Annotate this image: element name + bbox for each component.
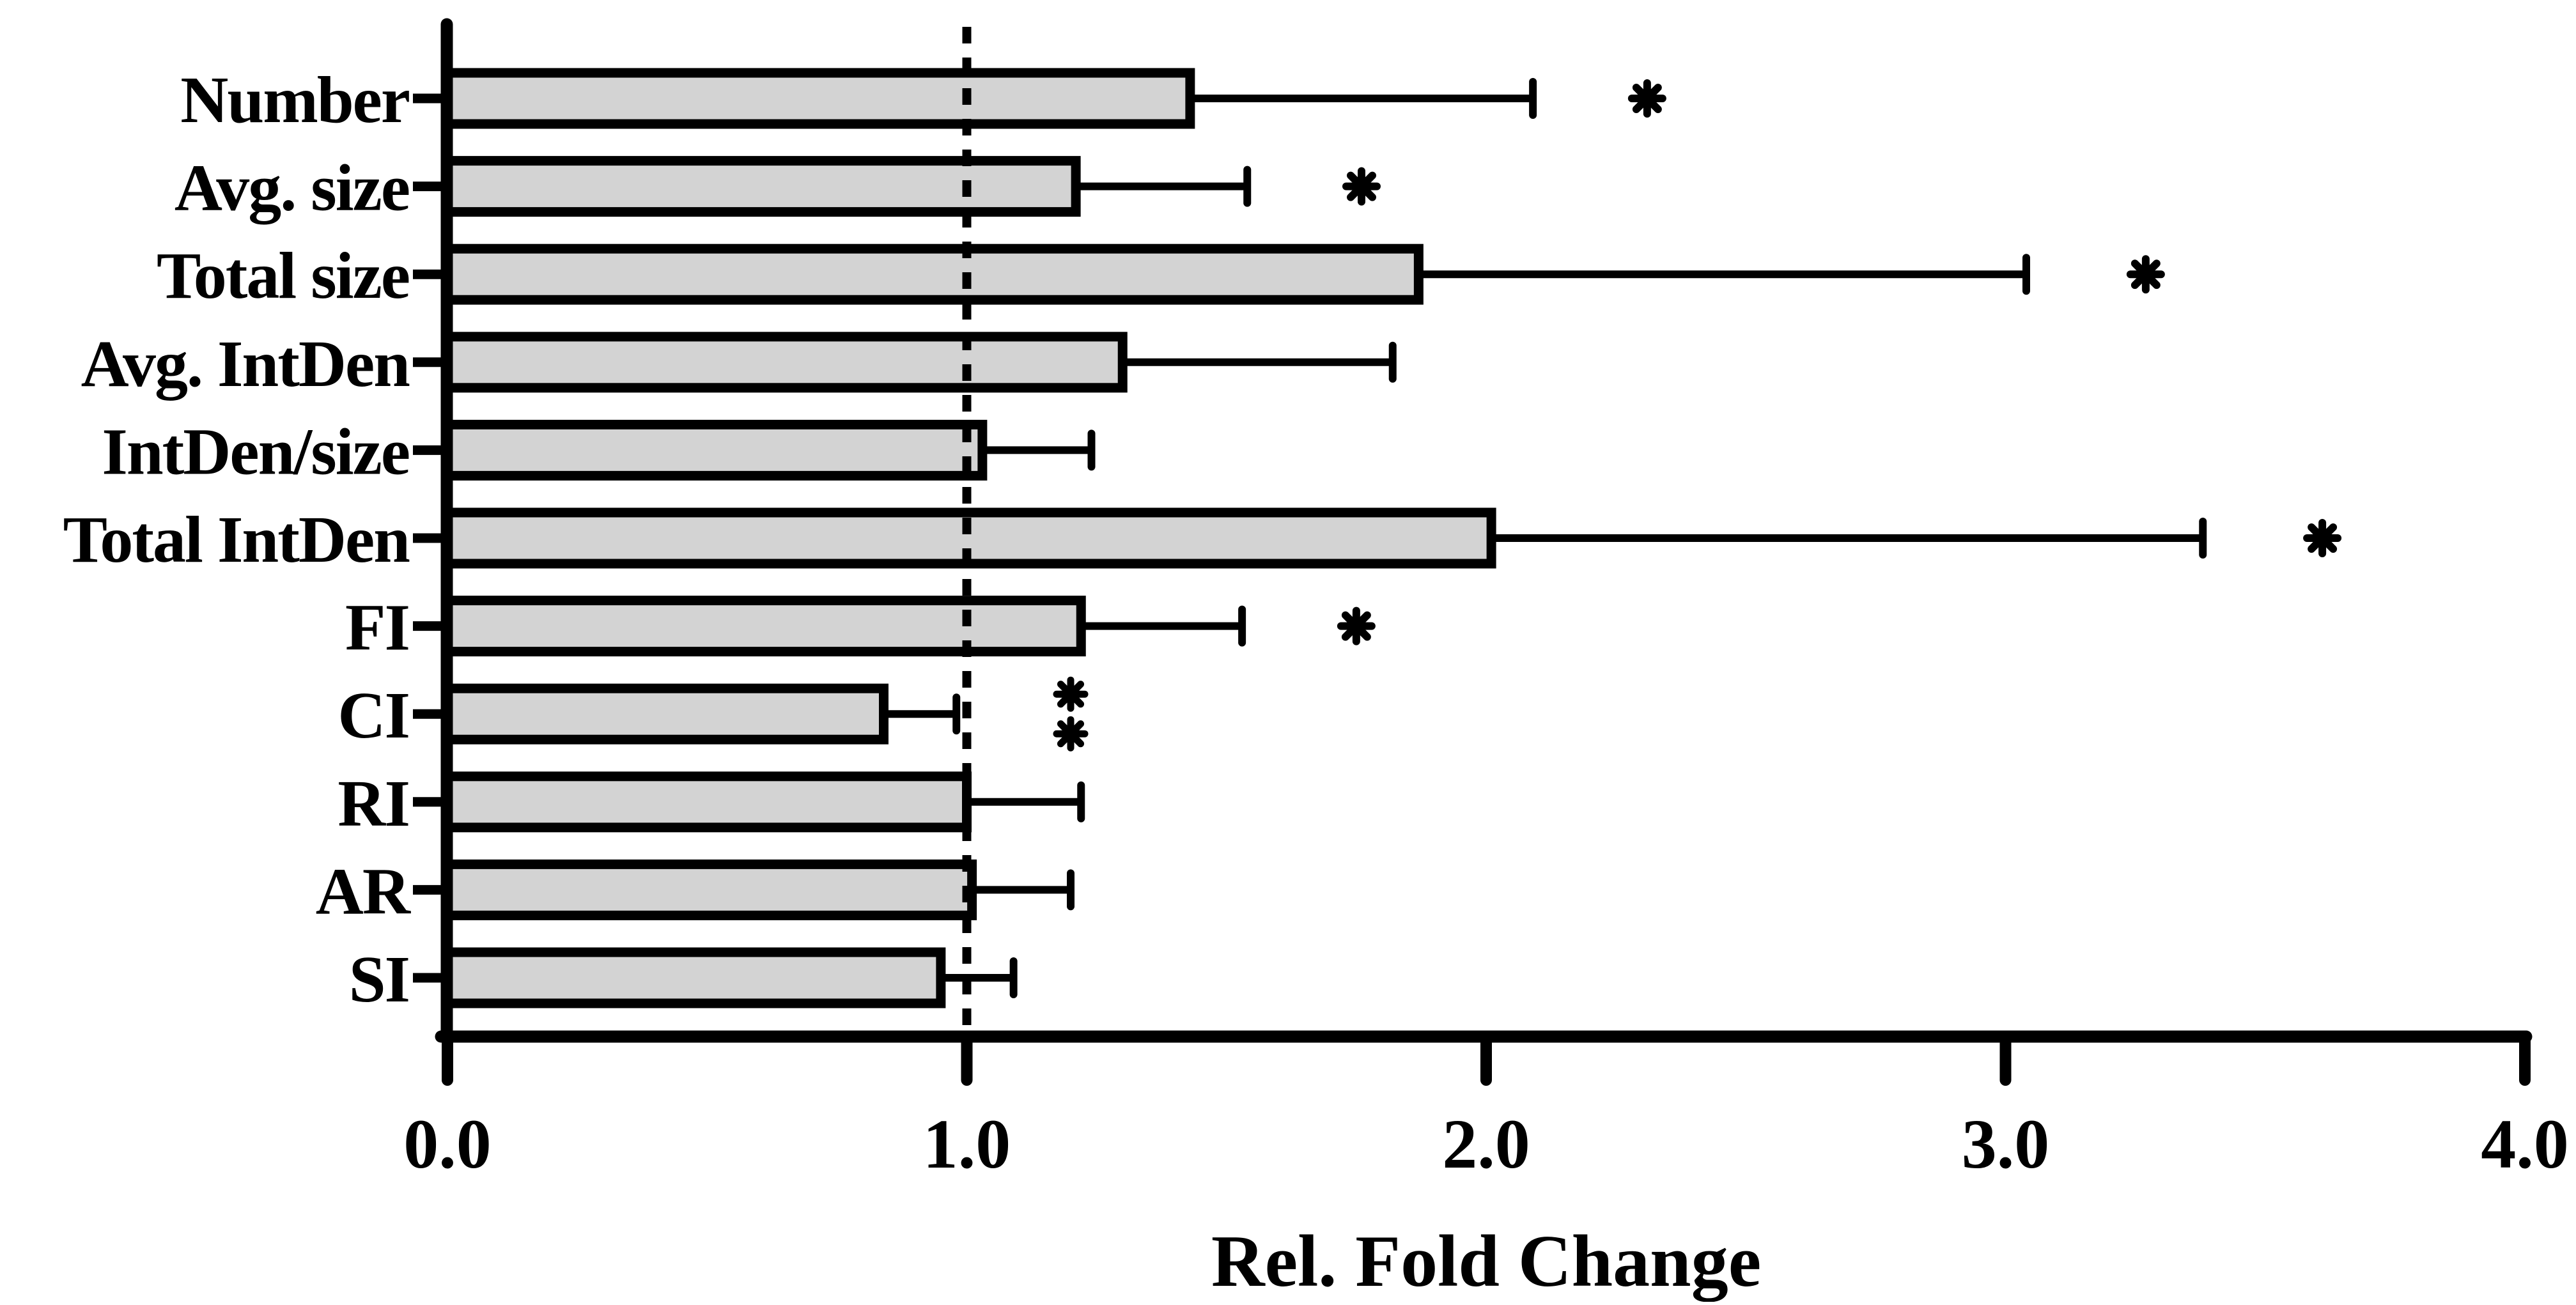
bar (447, 336, 1123, 388)
bar (447, 424, 982, 476)
category-label: RI (338, 767, 409, 840)
bar (447, 249, 1419, 300)
bar (447, 688, 884, 740)
category-label: SI (349, 943, 409, 1016)
category-label: IntDen/size (102, 415, 409, 488)
category-label: Total size (157, 239, 409, 313)
significance-marker (2308, 523, 2338, 553)
significance-marker (2130, 259, 2161, 290)
significance-marker (1632, 84, 1662, 113)
category-label: FI (345, 591, 409, 665)
category-label: AR (316, 854, 412, 928)
x-axis-label: Rel. Fold Change (1211, 1221, 1761, 1302)
category-label: Avg. IntDen (81, 327, 410, 401)
category-label: Number (180, 63, 409, 137)
category-label: Avg. size (175, 151, 409, 225)
significance-marker (1341, 611, 1371, 641)
x-tick-label: 4.0 (2481, 1105, 2569, 1183)
significance-marker (1057, 720, 1085, 748)
x-tick-label: 2.0 (1442, 1105, 1530, 1183)
category-label: CI (338, 679, 409, 752)
significance-marker (1057, 681, 1085, 708)
bar (447, 600, 1082, 652)
bar (447, 864, 972, 916)
bar (447, 160, 1076, 212)
category-label: Total IntDen (63, 503, 410, 576)
significance-marker (1347, 171, 1376, 201)
bar (447, 73, 1190, 124)
bar (447, 952, 941, 1003)
x-tick-label: 1.0 (923, 1105, 1011, 1183)
bar (447, 776, 967, 828)
x-tick-label: 3.0 (1962, 1105, 2050, 1183)
x-tick-label: 0.0 (403, 1105, 492, 1183)
